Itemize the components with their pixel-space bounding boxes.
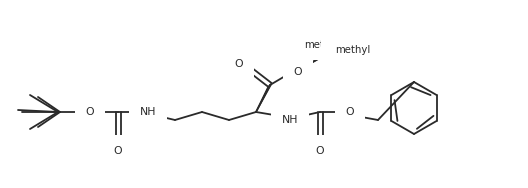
Text: NH: NH [140,107,156,117]
Text: methyl: methyl [330,49,363,58]
Text: O: O [86,107,95,117]
Text: methyl: methyl [335,45,370,55]
Text: NH: NH [282,115,298,125]
Text: O: O [316,146,324,156]
Text: O: O [234,59,243,69]
Text: methyl: methyl [304,40,340,50]
Text: O: O [294,67,303,77]
Text: O: O [114,146,122,156]
Polygon shape [256,83,272,112]
Text: O: O [346,107,354,117]
